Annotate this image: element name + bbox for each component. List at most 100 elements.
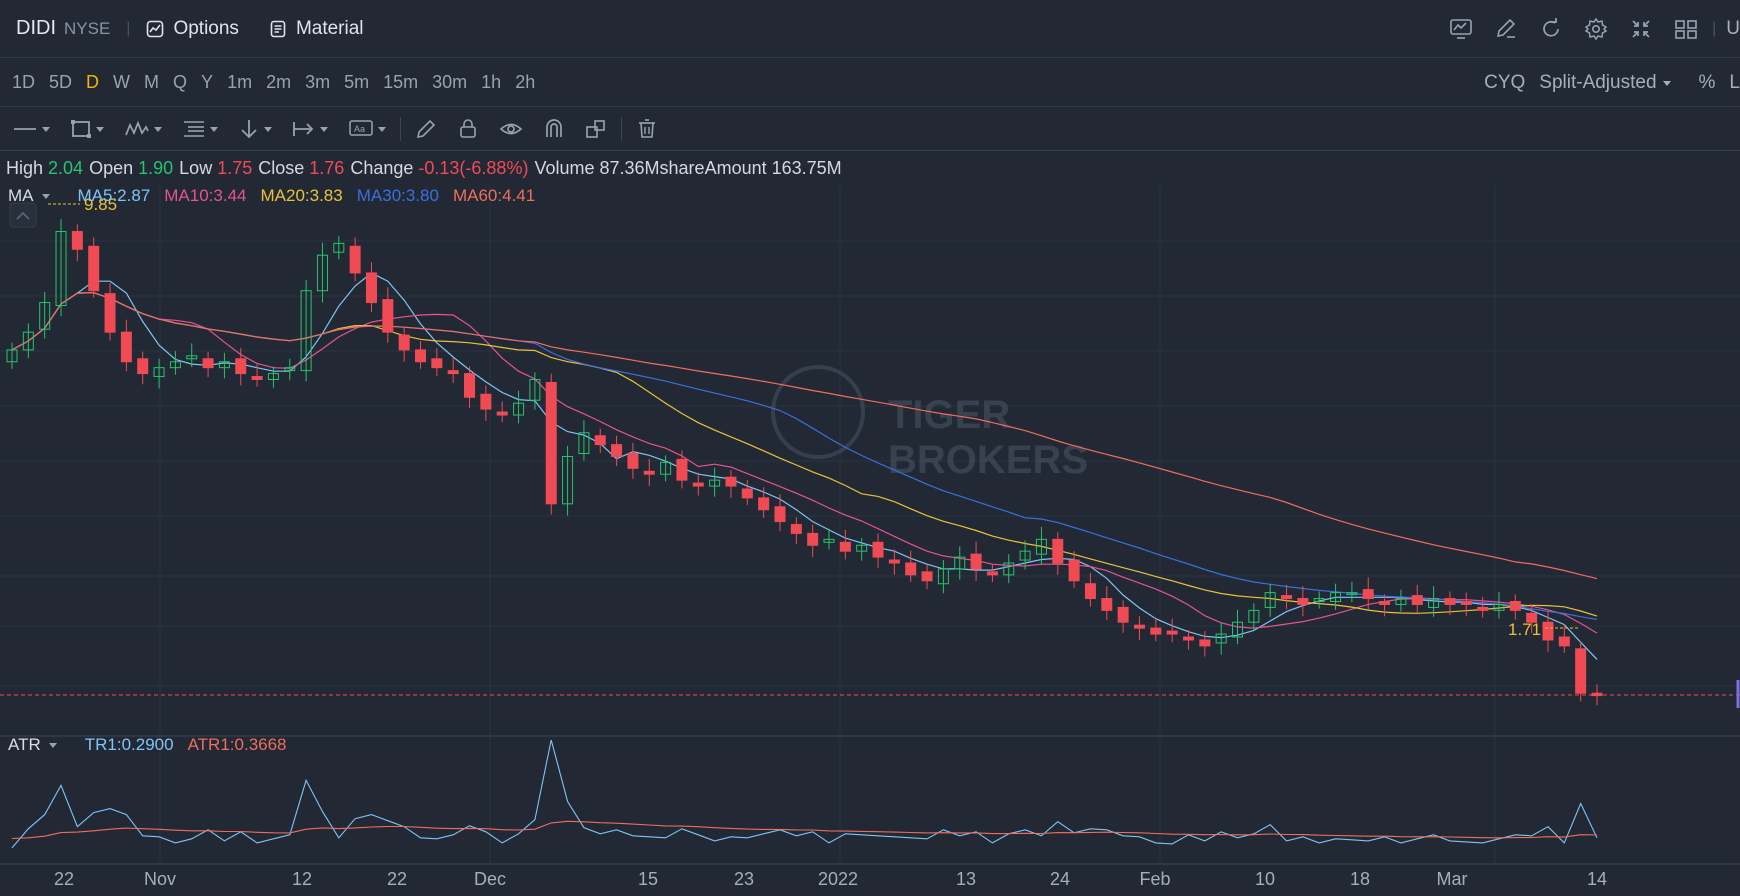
close-label: Close: [258, 157, 305, 178]
indicator-chart-icon[interactable]: [1448, 16, 1474, 42]
tiger-logo-icon: [771, 365, 865, 459]
ma-name: MA: [8, 186, 34, 205]
candle-body: [186, 355, 198, 360]
candle-body: [660, 461, 672, 475]
copy-shapes-icon: [586, 120, 605, 138]
candle-body: [1068, 559, 1080, 582]
candle-body: [1133, 624, 1145, 629]
high-value: 2.04: [48, 157, 84, 178]
candle-body: [1362, 589, 1374, 600]
magnet-tool[interactable]: [543, 118, 565, 140]
text-tool[interactable]: Aa: [348, 119, 386, 139]
period-2m[interactable]: 2m: [266, 72, 292, 92]
change-label: Change: [350, 157, 414, 178]
period-15m[interactable]: 15m: [383, 72, 419, 92]
candle-body: [692, 482, 704, 487]
text-box-icon: Aa: [349, 120, 373, 136]
refresh-icon[interactable]: [1538, 16, 1564, 42]
period-month[interactable]: M: [144, 72, 160, 92]
chevron-down-icon: [48, 742, 57, 748]
candle-body: [1558, 636, 1570, 647]
candle-body: [1199, 639, 1211, 647]
arrow-down-icon: [241, 120, 257, 139]
lock-tool[interactable]: [457, 118, 479, 140]
collapse-toggle[interactable]: [9, 202, 37, 228]
candle-body: [1575, 648, 1587, 694]
adjust-dropdown[interactable]: Split-Adjusted: [1539, 72, 1684, 94]
header-tools: | U: [1448, 0, 1740, 58]
candle-body: [431, 358, 443, 369]
atr-indicator-selector[interactable]: ATR: [8, 735, 71, 755]
period-week[interactable]: W: [113, 72, 131, 92]
candle-body: [545, 381, 557, 505]
candle-body: [1379, 600, 1391, 605]
measure-tool[interactable]: [292, 119, 328, 139]
period-2h[interactable]: 2h: [515, 72, 536, 92]
period-quarter[interactable]: Q: [173, 72, 188, 92]
layout-grid-icon[interactable]: [1673, 16, 1699, 42]
candle-body: [316, 254, 328, 292]
period-1h[interactable]: 1h: [481, 72, 502, 92]
adjust-label: Split-Adjusted: [1539, 72, 1657, 93]
pen-tool[interactable]: [415, 118, 437, 140]
candle-body: [611, 444, 623, 457]
period-day[interactable]: D: [86, 72, 100, 92]
candle-body: [1591, 692, 1603, 697]
line-tool[interactable]: [12, 119, 50, 139]
candle-body: [1166, 630, 1178, 635]
candle-body: [921, 571, 933, 582]
settings-gear-icon[interactable]: [1583, 16, 1609, 42]
toolbar-divider: [621, 117, 622, 141]
edit-icon[interactable]: [1493, 16, 1519, 42]
candle-body: [1019, 550, 1031, 561]
visibility-tool[interactable]: [499, 118, 523, 140]
period-5d[interactable]: 5D: [49, 72, 73, 92]
x-axis-label: 13: [956, 869, 976, 889]
period-30m[interactable]: 30m: [432, 72, 468, 92]
period-3m[interactable]: 3m: [305, 72, 331, 92]
delete-tool[interactable]: [636, 118, 658, 140]
period-right-cutoff[interactable]: L: [1729, 72, 1740, 93]
trash-icon: [639, 119, 655, 138]
percent-toggle[interactable]: %: [1698, 72, 1716, 93]
header-right-cutoff[interactable]: U: [1726, 18, 1740, 39]
period-1d[interactable]: 1D: [12, 72, 36, 92]
candle-body: [1281, 595, 1293, 600]
candle-body: [1117, 606, 1129, 623]
amount-value: 163.75M: [771, 157, 842, 178]
candle-body: [627, 453, 639, 469]
collapse-icon[interactable]: [1628, 16, 1654, 42]
ma-legend: MA MA5:2.87 MA10:3.44 MA20:3.83 MA30:3.8…: [8, 186, 549, 206]
symbol-ticker[interactable]: DIDI: [16, 17, 56, 39]
chevron-down-icon: [264, 126, 272, 132]
period-bar: 1D 5D D W M Q Y 1m 2m 3m 5m 15m 30m 1h 2…: [0, 59, 1740, 107]
cyq-button[interactable]: CYQ: [1484, 72, 1526, 93]
chevron-up-icon: [16, 211, 30, 220]
atr-lines: [11, 739, 1598, 849]
candle-body: [790, 524, 802, 534]
candle-body: [1101, 598, 1113, 611]
material-button[interactable]: Material: [269, 18, 364, 40]
candle-body: [1052, 538, 1064, 564]
candle-body: [153, 367, 165, 378]
period-5m[interactable]: 5m: [344, 72, 370, 92]
rectangle-tool[interactable]: [70, 119, 104, 139]
x-axis-label: 14: [1587, 869, 1607, 889]
period-1m[interactable]: 1m: [227, 72, 253, 92]
price-chart[interactable]: TIGER BROKERS 9.85 1.71 22 Nov 12 22 Dec 15 23…: [0, 186, 1740, 896]
x-axis-label: 12: [292, 869, 312, 889]
ma-indicator-selector[interactable]: MA: [8, 186, 64, 206]
arrow-tool[interactable]: [238, 118, 272, 140]
x-axis-label: Dec: [474, 869, 506, 889]
change-value: -0.13(-6.88%): [418, 157, 529, 178]
chevron-down-icon: [320, 126, 328, 132]
pattern-tool[interactable]: [124, 119, 162, 139]
options-button[interactable]: Options: [146, 18, 239, 40]
period-year[interactable]: Y: [201, 72, 214, 92]
candle-body: [496, 411, 508, 416]
low-label: Low: [179, 157, 213, 178]
clone-tool[interactable]: [585, 118, 607, 140]
fibonacci-tool[interactable]: [182, 119, 218, 139]
candle-body: [758, 497, 770, 511]
fibonacci-icon: [184, 121, 204, 137]
